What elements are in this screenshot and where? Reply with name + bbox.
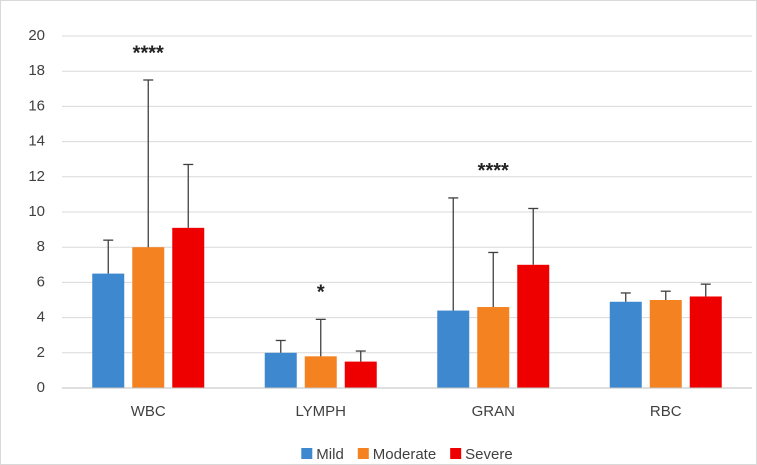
y-tick-label: 16 <box>28 97 45 114</box>
bar <box>304 356 337 388</box>
bar <box>437 310 470 388</box>
legend-swatch <box>357 448 369 459</box>
error-bar <box>183 163 194 228</box>
bar <box>477 307 510 388</box>
bar <box>649 300 682 388</box>
annotation: * <box>317 282 325 304</box>
legend: Mild Moderate Severe <box>301 446 513 463</box>
bar <box>344 361 377 388</box>
annotation: **** <box>478 160 509 182</box>
y-tick-label: 18 <box>28 62 45 79</box>
error-bar <box>275 339 286 353</box>
x-tick-label: RBC <box>650 403 682 420</box>
bar <box>132 247 165 388</box>
error-bar <box>143 79 154 248</box>
bar <box>92 273 125 388</box>
error-bar <box>355 350 366 362</box>
legend-swatch <box>450 448 462 459</box>
x-tick-label: WBC <box>131 403 166 420</box>
error-bar <box>620 292 631 302</box>
error-bar <box>700 283 711 297</box>
error-bar <box>103 239 114 274</box>
annotation: **** <box>133 42 164 64</box>
error-bar <box>528 207 539 265</box>
bar <box>609 301 642 388</box>
error-bar <box>488 251 499 308</box>
bar <box>689 296 722 388</box>
legend-label: Mild <box>316 446 344 463</box>
y-tick-label: 14 <box>28 133 45 150</box>
y-tick-label: 0 <box>37 379 45 396</box>
error-bar <box>448 197 459 311</box>
y-tick-label: 4 <box>37 309 45 326</box>
bar <box>517 264 550 388</box>
y-tick-label: 2 <box>37 344 45 361</box>
y-tick-label: 8 <box>37 238 45 255</box>
error-bar <box>315 318 326 357</box>
bar <box>172 227 205 388</box>
y-tick-label: 10 <box>28 203 45 220</box>
x-tick-label: GRAN <box>472 403 515 420</box>
error-bar <box>660 290 671 300</box>
y-tick-label: 20 <box>28 27 45 44</box>
legend-swatch <box>301 448 313 459</box>
x-tick-label: LYMPH <box>295 403 346 420</box>
legend-label: Moderate <box>373 446 436 463</box>
legend-label: Severe <box>465 446 513 463</box>
bar <box>264 352 297 388</box>
y-tick-label: 6 <box>37 273 45 290</box>
y-tick-label: 12 <box>28 168 45 185</box>
